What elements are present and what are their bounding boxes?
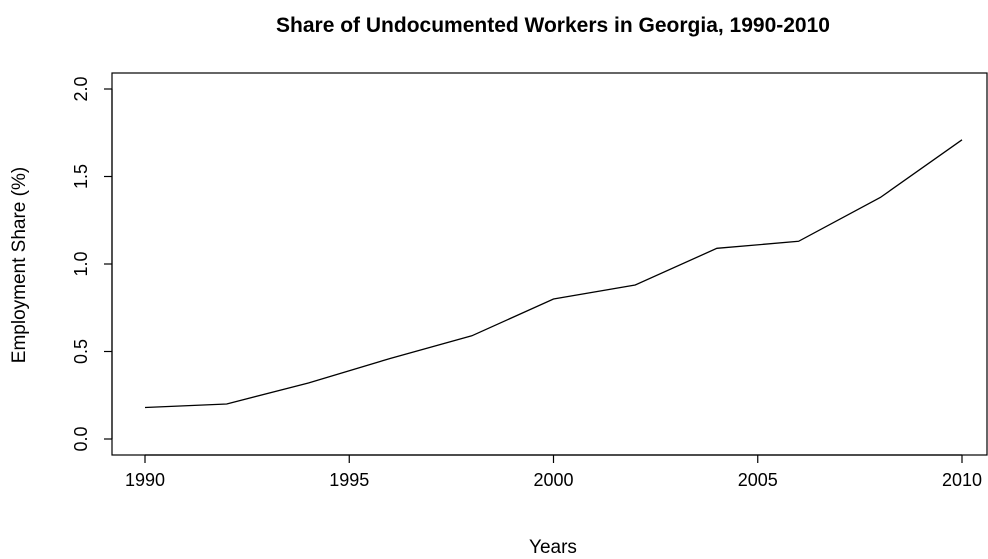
x-tick-label: 1995 bbox=[329, 470, 369, 490]
y-tick-label: 1.5 bbox=[71, 164, 91, 189]
y-tick-label: 1.0 bbox=[71, 251, 91, 276]
x-axis-label: Years bbox=[529, 537, 577, 558]
y-axis-label: Employment Share (%) bbox=[9, 167, 30, 363]
y-tick-label: 2.0 bbox=[71, 76, 91, 101]
x-axis: 1990 1995 2000 2005 2010 bbox=[125, 455, 982, 490]
x-tick-label: 2005 bbox=[738, 470, 778, 490]
plot-area-frame bbox=[112, 73, 987, 455]
x-tick-label: 2010 bbox=[942, 470, 982, 490]
series-layer bbox=[145, 140, 962, 408]
y-tick-label: 0.0 bbox=[71, 426, 91, 451]
series-line bbox=[145, 140, 962, 408]
x-tick-label: 1990 bbox=[125, 470, 165, 490]
chart-title: Share of Undocumented Workers in Georgia… bbox=[276, 14, 830, 37]
y-tick-label: 0.5 bbox=[71, 339, 91, 364]
x-tick-label: 2000 bbox=[533, 470, 573, 490]
y-axis: 0.0 0.5 1.0 1.5 2.0 bbox=[71, 76, 112, 451]
